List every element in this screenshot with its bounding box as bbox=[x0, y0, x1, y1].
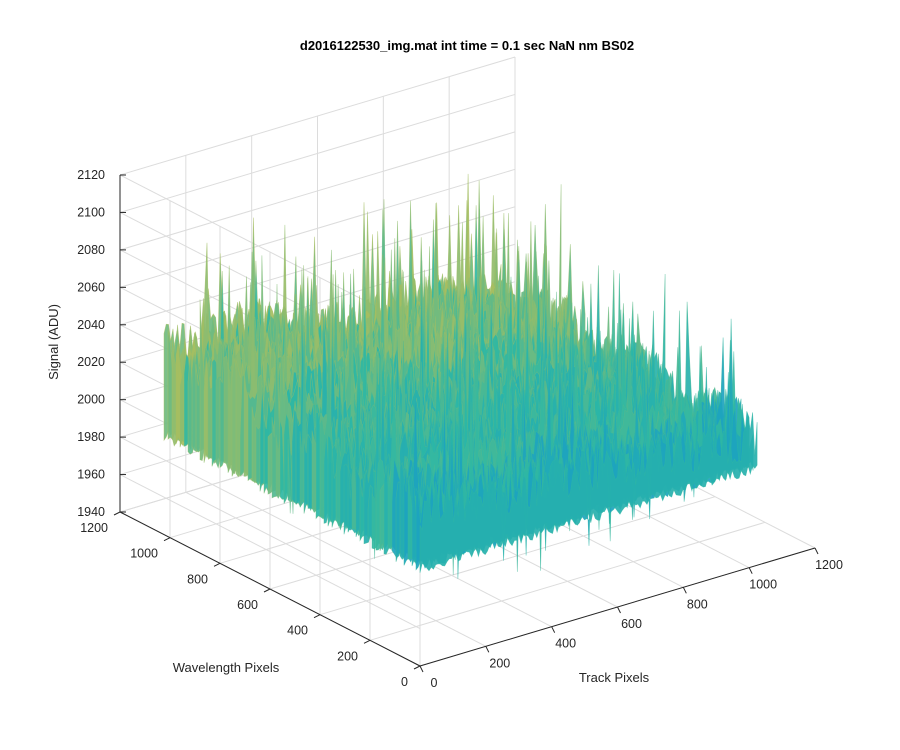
x-tick-label: 1200 bbox=[815, 558, 843, 572]
y-tick-label: 1200 bbox=[80, 521, 108, 535]
y-tick bbox=[163, 537, 171, 542]
y-tick-label: 800 bbox=[187, 572, 208, 586]
y-tick bbox=[213, 562, 221, 567]
grid-line bbox=[119, 131, 516, 251]
z-axis-label: Signal (ADU) bbox=[46, 304, 61, 380]
chart-title: d2016122530_img.mat int time = 0.1 sec N… bbox=[300, 38, 634, 53]
grid-line bbox=[119, 436, 421, 592]
x-axis-label: Track Pixels bbox=[579, 670, 650, 685]
z-tick-label: 2020 bbox=[77, 355, 105, 369]
x-tick bbox=[682, 587, 687, 594]
grid-line bbox=[119, 168, 516, 288]
z-tick-label: 2060 bbox=[77, 280, 105, 294]
z-tick-label: 2000 bbox=[77, 393, 105, 407]
y-tick bbox=[313, 614, 321, 619]
y-tick-label: 600 bbox=[237, 598, 258, 612]
y-tick bbox=[363, 639, 371, 644]
y-tick-label: 400 bbox=[287, 624, 308, 638]
x-tick-label: 0 bbox=[431, 676, 438, 690]
x-tick bbox=[485, 646, 490, 653]
x-tick-label: 600 bbox=[621, 617, 642, 631]
grid-line bbox=[369, 521, 766, 641]
x-tick-label: 200 bbox=[489, 656, 510, 670]
grid-line bbox=[119, 56, 516, 176]
x-tick-label: 400 bbox=[555, 637, 576, 651]
y-tick-label: 1000 bbox=[130, 547, 158, 561]
y-tick bbox=[263, 588, 271, 593]
x-tick bbox=[419, 665, 424, 673]
x-tick-label: 1000 bbox=[749, 578, 777, 592]
x-tick-label: 800 bbox=[687, 597, 708, 611]
x-tick bbox=[551, 626, 556, 633]
x-tick bbox=[748, 567, 753, 574]
z-tick-label: 1940 bbox=[77, 505, 105, 519]
grid-line bbox=[119, 474, 421, 630]
z-tick-label: 2080 bbox=[77, 243, 105, 257]
z-tick-label: 2120 bbox=[77, 168, 105, 182]
z-tick-label: 2040 bbox=[77, 318, 105, 332]
z-tick-label: 1980 bbox=[77, 430, 105, 444]
z-tick-label: 1960 bbox=[77, 468, 105, 482]
y-tick bbox=[113, 511, 121, 516]
y-axis-label: Wavelength Pixels bbox=[173, 660, 280, 675]
y-tick bbox=[413, 665, 421, 670]
surface-strip bbox=[419, 412, 758, 573]
tick-layer: 0 200 400 600 800 1000 1200 0 200 400 600 800 1000 12… bbox=[77, 168, 843, 690]
y-tick-label: 200 bbox=[337, 649, 358, 663]
y-tick-label: 0 bbox=[401, 675, 408, 689]
grid-line bbox=[119, 93, 516, 213]
z-tick-label: 2100 bbox=[77, 205, 105, 219]
x-tick bbox=[814, 547, 819, 555]
x-tick bbox=[617, 606, 621, 614]
surface-layer bbox=[163, 173, 758, 579]
